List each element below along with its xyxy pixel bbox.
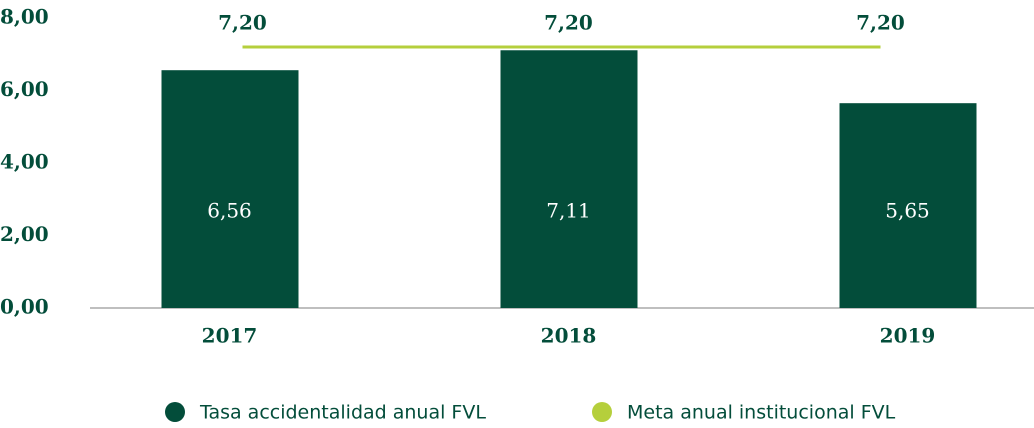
x-tick-label: 2018 xyxy=(541,324,597,348)
bar-value-label: 5,65 xyxy=(885,199,930,223)
y-tick-label: 8,00 xyxy=(0,5,49,29)
y-tick-label: 0,00 xyxy=(0,295,49,319)
x-tick-label: 2019 xyxy=(880,324,936,348)
line-value-label: 7,20 xyxy=(856,11,905,35)
legend-label: Tasa accidentalidad anual FVL xyxy=(199,402,486,424)
line-value-label: 7,20 xyxy=(218,11,267,35)
line-value-label: 7,20 xyxy=(544,11,593,35)
bar xyxy=(500,50,638,308)
legend-label: Meta anual institucional FVL xyxy=(627,402,896,424)
legend-marker xyxy=(165,402,185,422)
bar xyxy=(161,70,299,308)
bar-value-label: 6,56 xyxy=(207,199,252,223)
y-tick-label: 4,00 xyxy=(0,150,49,174)
y-tick-label: 2,00 xyxy=(0,222,49,246)
x-tick-label: 2017 xyxy=(202,324,258,348)
legend-marker xyxy=(592,402,612,422)
bar-value-label: 7,11 xyxy=(546,199,591,223)
bar xyxy=(839,103,977,308)
y-tick-label: 6,00 xyxy=(0,77,49,101)
